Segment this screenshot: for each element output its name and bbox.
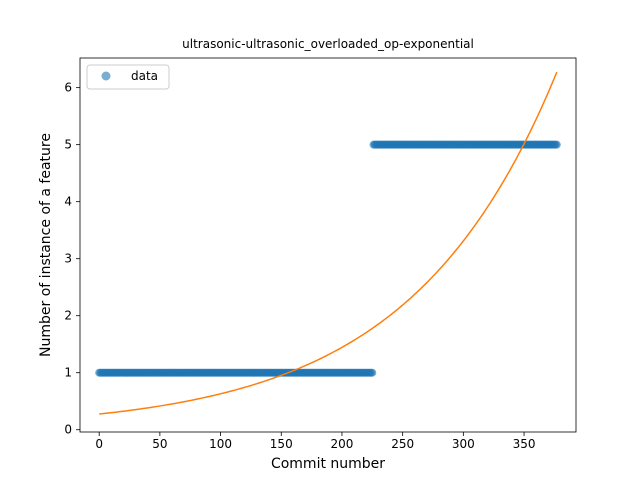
legend-label-data: data bbox=[131, 69, 158, 83]
x-tick-label: 350 bbox=[513, 437, 536, 451]
y-tick-label: 3 bbox=[64, 252, 72, 266]
y-tick-label: 1 bbox=[64, 366, 72, 380]
y-tick-label: 6 bbox=[64, 81, 72, 95]
x-tick-label: 250 bbox=[391, 437, 414, 451]
y-tick-label: 0 bbox=[64, 423, 72, 437]
x-tick-label: 50 bbox=[152, 437, 167, 451]
x-tick-label: 0 bbox=[95, 437, 103, 451]
x-tick-label: 150 bbox=[270, 437, 293, 451]
legend: data bbox=[87, 65, 169, 89]
y-tick-label: 2 bbox=[64, 309, 72, 323]
data-point bbox=[553, 141, 561, 149]
x-tick-label: 200 bbox=[331, 437, 354, 451]
legend-marker-data bbox=[102, 72, 111, 81]
x-tick-label: 300 bbox=[452, 437, 475, 451]
y-tick-label: 5 bbox=[64, 138, 72, 152]
x-axis-label: Commit number bbox=[271, 456, 385, 472]
chart-title: ultrasonic-ultrasonic_overloaded_op-expo… bbox=[182, 37, 474, 51]
data-point bbox=[368, 369, 376, 377]
x-tick-label: 100 bbox=[209, 437, 232, 451]
y-tick-label: 4 bbox=[64, 195, 72, 209]
y-axis-label: Number of instance of a feature bbox=[38, 133, 54, 357]
